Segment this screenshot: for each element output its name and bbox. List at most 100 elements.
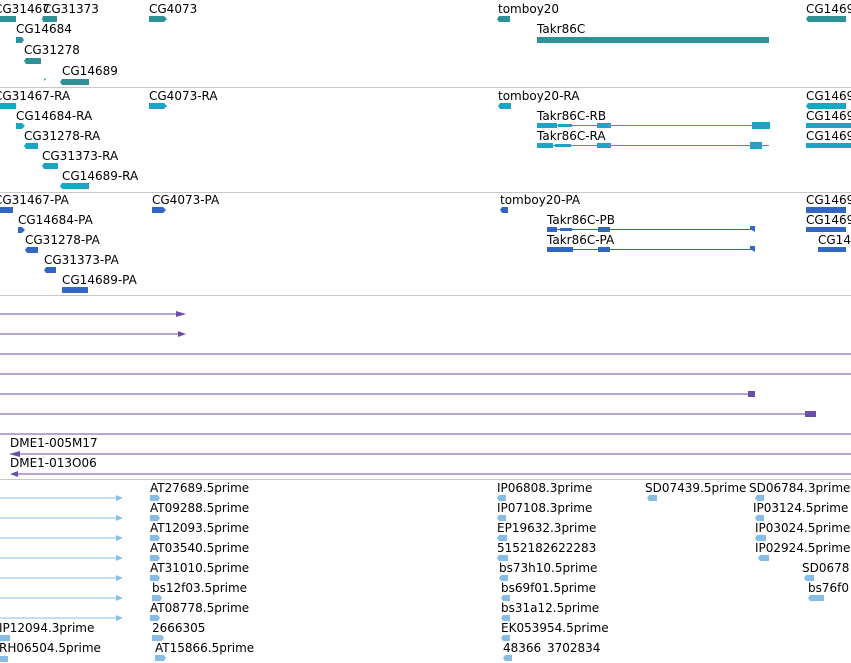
est-glyph [758, 555, 769, 561]
est-arrow [116, 495, 123, 501]
transcript-label[interactable]: CG1469 [806, 89, 851, 103]
transcript-track: CG31467-RA CG4073-RA tomboy20-RA CG1469 … [0, 88, 851, 192]
est-label[interactable]: bs73h10.5prime [499, 561, 598, 575]
est-label[interactable]: bs76f0 [808, 581, 849, 595]
transcript-label[interactable]: CG14684-RA [16, 109, 93, 123]
est-label[interactable]: IP03124.5prime [753, 501, 849, 515]
transcript-label[interactable]: tomboy20-RA [498, 89, 580, 103]
est-label[interactable]: EK053954.5prime [501, 621, 609, 635]
gene-label[interactable]: CG4073 [149, 2, 198, 16]
track-separator [0, 192, 851, 193]
transcript-glyph [806, 103, 846, 109]
alignment-label[interactable]: DME1-005M17 [10, 436, 98, 450]
protein-label[interactable]: CG31278-PA [25, 233, 100, 247]
est-label[interactable]: EP19632.3prime [497, 521, 597, 535]
alignment-arrow [10, 471, 18, 477]
est-label[interactable]: IP02924.5prime [755, 541, 851, 555]
est-label[interactable]: 5152182622283 [497, 541, 597, 555]
est-label[interactable]: AT03540.5prime [150, 541, 250, 555]
gene-glyph [24, 58, 41, 64]
est-label[interactable]: IP07108.3prime [497, 501, 593, 515]
est-label[interactable]: AT31010.5prime [150, 561, 250, 575]
gene-glyph [537, 37, 769, 43]
transcript-glyph [0, 103, 16, 109]
est-label[interactable]: bs69f01.5prime [501, 581, 597, 595]
protein-label[interactable]: Takr86C-PB [547, 213, 616, 227]
gene-label[interactable]: CG31278 [24, 43, 80, 57]
transcript-label[interactable]: CG31373-RA [42, 149, 119, 163]
est-glyph [808, 595, 824, 601]
protein-label[interactable]: CG1469 [806, 193, 851, 207]
protein-glyph [18, 227, 25, 233]
protein-glyph [547, 227, 557, 232]
est-label[interactable]: 2666305 [152, 621, 206, 635]
gene-label[interactable]: CG31467 [0, 2, 50, 16]
transcript-glyph [555, 144, 571, 147]
protein-glyph [547, 247, 573, 252]
gene-label[interactable]: tomboy20 [498, 2, 560, 16]
transcript-label[interactable]: CG14689-RA [62, 169, 139, 183]
transcript-label[interactable]: CG4073-RA [149, 89, 218, 103]
est-label[interactable]: AT08778.5prime [150, 601, 250, 615]
protein-glyph [0, 207, 13, 213]
alignment-label[interactable]: DME1-013O06 [10, 456, 97, 470]
protein-label[interactable]: Takr86C-PA [547, 233, 615, 247]
est-label[interactable]: SD0678 [802, 561, 850, 575]
protein-glyph [750, 226, 755, 232]
gene-label[interactable]: CG31373 [43, 2, 99, 16]
est-glyph [804, 575, 814, 581]
protein-glyph [806, 207, 846, 213]
est-label[interactable]: bs31a12.5prime [501, 601, 600, 615]
gene-label[interactable]: CG14689 [62, 64, 118, 78]
est-label[interactable]: 3702834 [547, 641, 601, 655]
transcript-label[interactable]: CG31467-RA [0, 89, 71, 103]
protein-label[interactable]: CG31373-PA [44, 253, 119, 267]
est-glyph [152, 595, 162, 601]
est-label[interactable]: AT27689.5prime [150, 481, 250, 495]
est-arrow [116, 535, 123, 541]
gene-label[interactable]: CG1469 [806, 2, 851, 16]
alignment-arrow [748, 391, 755, 397]
est-label[interactable]: IP12094.3prime [0, 621, 95, 635]
protein-label[interactable]: CG31467-PA [0, 193, 69, 207]
transcript-label[interactable]: Takr86C-RA [537, 129, 606, 143]
est-features [0, 495, 824, 662]
est-label[interactable]: 48366 [503, 641, 542, 655]
transcript-label[interactable]: CG31278-RA [24, 129, 101, 143]
est-label[interactable]: bs12f03.5prime [152, 581, 248, 595]
est-label[interactable]: SD07439.5prime [645, 481, 747, 495]
est-glyph [497, 515, 506, 521]
gene-glyph [60, 79, 89, 85]
gene-label[interactable]: Takr86C [537, 22, 586, 36]
protein-label[interactable]: CG14684-PA [18, 213, 93, 227]
gene-glyph [42, 16, 57, 22]
protein-glyph [806, 227, 846, 232]
track-separator [0, 295, 851, 296]
protein-label[interactable]: tomboy20-PA [500, 193, 581, 207]
protein-glyph [152, 207, 166, 213]
est-label[interactable]: AT15866.5prime [155, 641, 255, 655]
protein-label[interactable]: CG1469 [806, 213, 851, 227]
gene-label[interactable]: CG14684 [16, 22, 72, 36]
est-label[interactable]: IP06808.3prime [497, 481, 593, 495]
est-glyph [152, 635, 164, 641]
transcript-glyph [806, 123, 851, 128]
protein-label[interactable]: CG14689-PA [62, 273, 137, 287]
est-glyph [150, 575, 160, 581]
transcript-glyph [149, 103, 167, 109]
transcript-label[interactable]: Takr86C-RB [537, 109, 607, 123]
transcript-label[interactable]: CG1469 [806, 129, 851, 143]
gene-glyph [806, 16, 846, 22]
est-label[interactable]: SD06784.3prime [749, 481, 851, 495]
track-separator [0, 479, 851, 480]
est-label[interactable]: RH06504.5prime [0, 641, 101, 655]
protein-label[interactable]: CG14 [818, 233, 851, 247]
est-label[interactable]: IP03024.5prime [755, 521, 851, 535]
transcript-label[interactable]: CG1469 [806, 109, 851, 123]
est-label[interactable]: AT09288.5prime [150, 501, 250, 515]
protein-label[interactable]: CG4073-PA [152, 193, 220, 207]
est-label[interactable]: AT12093.5prime [150, 521, 250, 535]
transcript-glyph [597, 143, 611, 148]
est-glyph [647, 495, 657, 501]
track-separator [0, 87, 851, 88]
